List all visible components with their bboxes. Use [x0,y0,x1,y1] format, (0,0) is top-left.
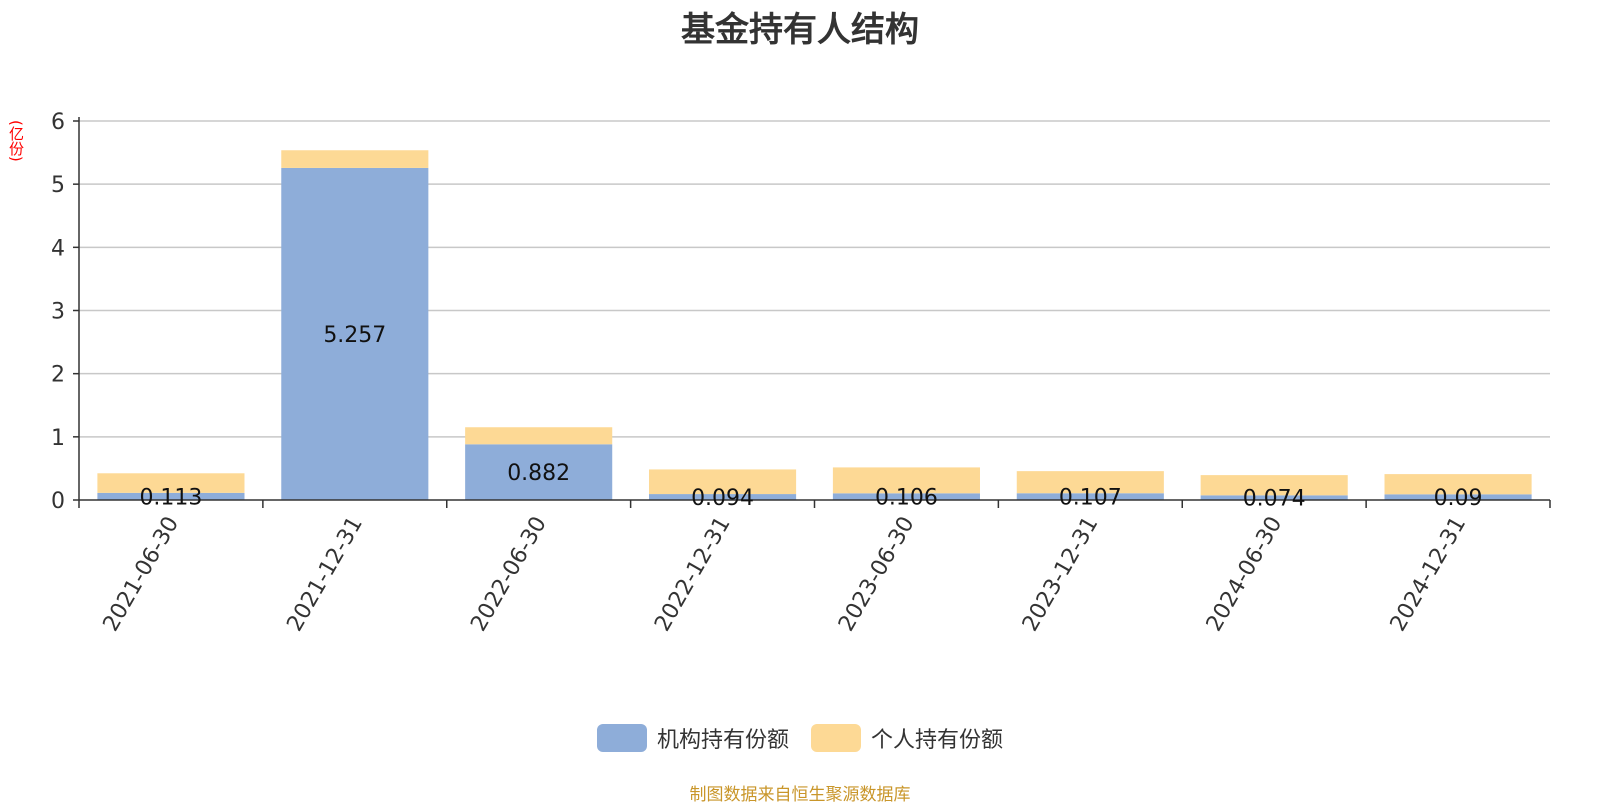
x-tick-label: 2024-06-30 [1202,513,1288,636]
x-tick-label: 2023-12-31 [1018,513,1104,636]
bar-individual [281,150,429,168]
bar-institutional [1200,495,1348,500]
data-label: 0.074 [1243,487,1306,512]
y-tick-label: 2 [51,363,65,388]
x-tick-label: 2021-12-31 [282,513,368,636]
y-tick-label: 6 [51,110,65,135]
chart-title: 基金持有人结构 [681,10,919,50]
data-label: 0.882 [507,461,570,486]
legend-label-institutional: 机构持有份额 [656,728,789,753]
bar-individual [649,469,797,495]
x-tick-label: 2024-12-31 [1386,513,1472,636]
data-label: 0.09 [1434,486,1483,511]
legend-swatch-institutional [596,724,647,752]
bar-institutional [465,444,613,500]
y-tick-label: 3 [51,300,65,325]
source-note: 制图数据来自恒生聚源数据库 [689,785,911,805]
legend-swatch-individual [811,724,861,752]
y-axis-unit-label: (亿份) [7,120,25,162]
y-tick-label: 0 [51,489,65,514]
x-tick-label: 2021-06-30 [99,513,185,636]
legend-item-institutional[interactable]: 机构持有份额 [596,722,789,754]
axes: 0 1 2 3 4 5 6 2021-06-30 2021-12-31 2022-06-30 202… [51,110,1551,636]
y-tick-label: 5 [51,173,65,198]
x-tick-label: 2023-06-30 [834,513,920,636]
legend-item-individual[interactable]: 个人持有份额 [811,722,1003,754]
data-label: 0.094 [691,486,754,511]
bar-individual [1384,474,1532,495]
bar-institutional [281,167,429,500]
bar-institutional [832,493,980,500]
bar-individual [465,427,613,445]
data-label: 0.106 [875,486,938,511]
legend-label-individual: 个人持有份额 [871,728,1004,753]
data-label: 5.257 [323,323,386,348]
x-tick-label: 2022-12-31 [650,513,736,636]
x-tick-label: 2022-06-30 [466,513,552,636]
bar-institutional [97,492,245,500]
bar-individual [97,473,245,493]
data-label: 0.113 [139,485,202,510]
data-label: 0.107 [1059,486,1122,511]
legend: 机构持有份额 个人持有份额 [0,722,1600,754]
bar-chart: 0 1 2 3 4 5 6 2021-06-30 2021-12-31 2022-06-30 202… [51,110,1551,636]
data-labels: 0.113 5.257 0.882 0.094 0.106 0.107 0.074 0.09 [139,323,1482,512]
bar-institutional [1384,494,1532,500]
bar-institutional [1016,493,1164,500]
bar-institutional [649,494,797,500]
bars [97,150,1532,500]
bar-individual [832,467,980,494]
bar-individual [1200,475,1348,496]
y-tick-label: 1 [51,426,65,451]
y-tick-label: 4 [51,236,65,261]
bar-individual [1016,471,1164,494]
